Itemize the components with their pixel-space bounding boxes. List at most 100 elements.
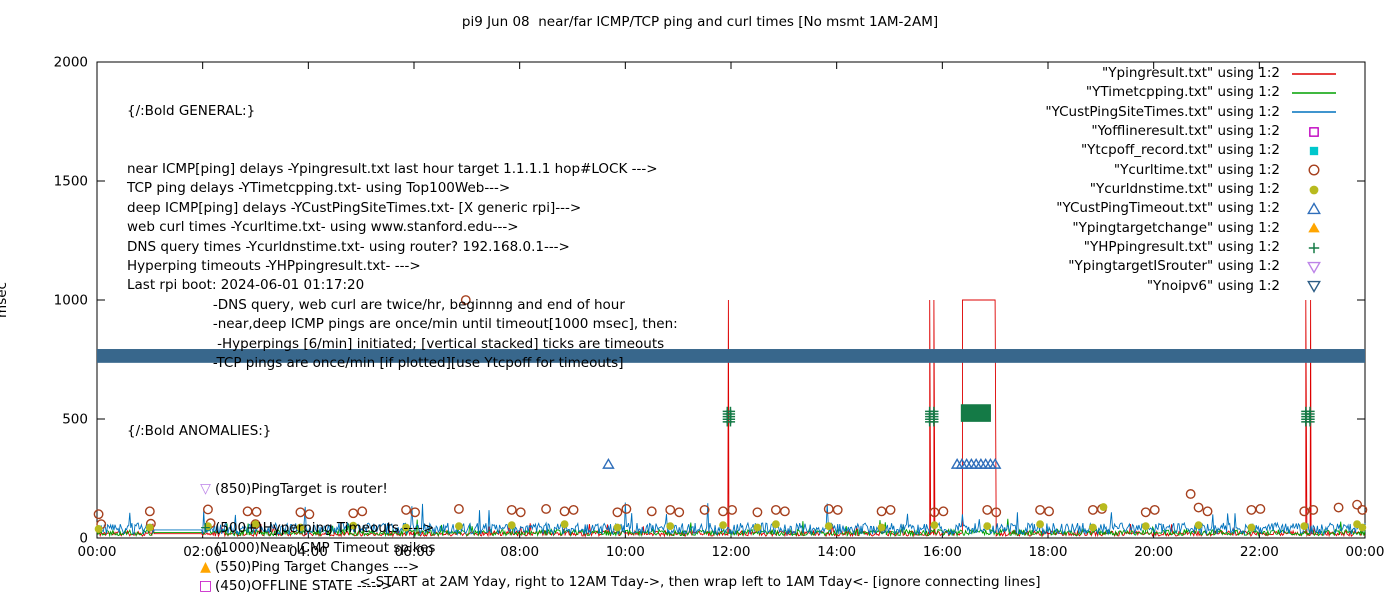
svg-text:2000: 2000 (54, 55, 88, 71)
anomaly-item: □ (450)OFFLINE STATE -----> (127, 577, 678, 596)
legend-item: "Ynoipv6" using 1:2 (1045, 277, 1340, 296)
svg-text:500: 500 (62, 412, 88, 428)
general-line: -Hyperpings [6/min] initiated; [vertical… (127, 335, 665, 352)
series-Ynoipv6 (97, 349, 1365, 363)
svg-text:1000: 1000 (54, 293, 88, 309)
legend-sample-plus-icon (1308, 242, 1320, 253)
legend-sample-nabla-open-icon (1307, 261, 1321, 274)
anomaly-text: (400)Reboot/powercycle? ----> (215, 598, 422, 600)
general-line: -DNS query, web curl are twice/hr, begin… (127, 296, 625, 313)
anomaly-item: + (500+)Hyperping Timeouts ----> (127, 519, 678, 538)
legend-item: "YCustPingSiteTimes.txt" using 1:2 (1045, 103, 1340, 122)
chart-title: pi9 Jun 08 near/far ICMP/TCP ping and cu… (461, 14, 939, 30)
svg-text:06:00: 06:00 (395, 544, 434, 560)
svg-text:14:00: 14:00 (817, 544, 856, 560)
legend-item-label: "Ynoipv6" using 1:2 (1146, 277, 1280, 294)
anomaly-item: (1000)Near ICMP Timeout spikes (127, 539, 678, 558)
legend-sample-square-filled-icon (1309, 146, 1319, 156)
svg-text:1500: 1500 (54, 174, 88, 190)
annotations-block: {/:Bold GENERAL:} near ICMP[ping] delays… (127, 63, 678, 600)
svg-text:00:00: 00:00 (1346, 544, 1385, 560)
legend-sample-circle-filled-icon (1309, 185, 1319, 195)
legend-item: "Ytcpoff_record.txt" using 1:2 (1045, 141, 1340, 160)
anomaly-text: (500+)Hyperping Timeouts ----> (215, 520, 435, 537)
triangle-filled-icon: ▲ (200, 558, 211, 575)
legend-item: "YHPpingresult.txt" using 1:2 (1045, 238, 1340, 257)
general-heading: {/:Bold GENERAL:} (127, 102, 256, 119)
general-line: TCP ping delays -YTimetcpping.txt- using… (127, 180, 511, 197)
nabla-open-icon: ▽ (200, 481, 211, 498)
anomaly-text: (450)OFFLINE STATE -----> (215, 578, 393, 595)
svg-text:18:00: 18:00 (1029, 544, 1068, 560)
series-YCustPingTimeouttxt (602, 457, 1002, 469)
legend-item: "Yofflineresult.txt" using 1:2 (1045, 122, 1340, 141)
svg-text:08:00: 08:00 (500, 544, 539, 560)
legend-sample-triangle-filled-icon (1308, 222, 1320, 233)
general-line: Hyperping timeouts -YHPpingresult.txt- -… (127, 257, 421, 274)
legend-sample-line-icon (1292, 92, 1336, 94)
legend-item-label: "YTimetcpping.txt" using 1:2 (1085, 84, 1280, 101)
general-line: deep ICMP[ping] delays -YCustPingSiteTim… (127, 199, 582, 216)
general-line: near ICMP[ping] delays -Ypingresult.txt … (127, 161, 658, 178)
svg-text:02:00: 02:00 (183, 544, 222, 560)
legend-sample-triangle-open-icon (1307, 202, 1321, 215)
series-Ycurltimetxt (93, 295, 1368, 530)
svg-text:20:00: 20:00 (1134, 544, 1173, 560)
svg-text:00:00: 00:00 (78, 544, 117, 560)
legend-item-label: "YHPpingresult.txt" using 1:2 (1083, 239, 1280, 256)
general-lines: near ICMP[ping] delays -Ypingresult.txt … (127, 160, 678, 373)
legend-item-label: "Ycurldnstime.txt" using 1:2 (1089, 181, 1280, 198)
general-line: -TCP pings are once/min [if plotted][use… (127, 354, 624, 371)
axes: 00:00 02:00 04:00 06:00 08:00 10:00 12:00 14:00… (54, 55, 1385, 561)
anomaly-text: (550)Ping Target Changes ---> (215, 558, 420, 575)
legend-item-label: "Ypingresult.txt" using 1:2 (1102, 65, 1280, 81)
legend-item-label: "Ycurltime.txt" using 1:2 (1113, 161, 1280, 178)
legend-item: "YTimetcpping.txt" using 1:2 (1045, 83, 1340, 102)
x-axis-label: <-START at 2AM Yday, right to 12AM Tday-… (359, 574, 1041, 590)
anomaly-item: ▽ (850)PingTarget is router! (127, 480, 678, 499)
svg-text:12:00: 12:00 (712, 544, 751, 560)
square-open-icon: □ (198, 578, 213, 595)
legend-sample-nabla-open-icon (1307, 281, 1321, 294)
anomaly-text: (850)PingTarget is router! (215, 481, 388, 498)
legend-sample-line-icon (1292, 111, 1336, 114)
legend-item: "YpingtargetISrouter" using 1:2 (1045, 257, 1340, 276)
anomalies-list: ▽ (850)PingTarget is router! + (500+)Hyperp… (127, 480, 678, 600)
general-line: -near,deep ICMP pings are once/min until… (127, 316, 678, 333)
general-line: web curl times -Ycurltime.txt- using www… (127, 219, 519, 236)
legend-item: "YCustPingTimeout.txt" using 1:2 (1045, 199, 1340, 218)
svg-text:04:00: 04:00 (289, 544, 328, 560)
anomalies-heading: {/:Bold ANOMALIES:} (127, 423, 272, 440)
plus-icon: + (199, 520, 212, 537)
svg-text:10:00: 10:00 (606, 544, 645, 560)
legend-sample-line-icon (1292, 72, 1336, 75)
svg-text:16:00: 16:00 (923, 544, 962, 560)
anomaly-item: (400)Reboot/powercycle? ----> (127, 597, 678, 600)
anomaly-text: (1000)Near ICMP Timeout spikes (215, 539, 436, 556)
anomaly-item (127, 500, 678, 519)
legend-item: "Ycurldnstime.txt" using 1:2 (1045, 180, 1340, 199)
general-line: Last rpi boot: 2024-06-01 01:17:20 (127, 277, 365, 294)
legend-sample-square-open-icon (1309, 126, 1319, 137)
legend-item-label: "YCustPingSiteTimes.txt" using 1:2 (1045, 103, 1280, 120)
anomaly-item: ▲ (550)Ping Target Changes ---> (127, 558, 678, 577)
legend-item: "Ycurltime.txt" using 1:2 (1045, 161, 1340, 180)
y-axis-label: msec (0, 282, 10, 318)
legend-item-label: "YCustPingTimeout.txt" using 1:2 (1056, 200, 1280, 217)
legend-item-label: "YpingtargetISrouter" using 1:2 (1068, 258, 1280, 275)
legend: "Ypingresult.txt" using 1:2 "YTimetcpping… (1045, 64, 1340, 296)
general-line: DNS query times -Ycurldnstime.txt- using… (127, 238, 570, 255)
legend-item: "Ypingtargetchange" using 1:2 (1045, 219, 1340, 238)
svg-text:22:00: 22:00 (1240, 544, 1279, 560)
svg-text:0: 0 (79, 531, 88, 547)
series-YCustPingSiteTimestxt (96, 502, 1366, 536)
series-Ycurldnstimetxt (94, 503, 1367, 533)
legend-item-label: "Ypingtargetchange" using 1:2 (1072, 219, 1280, 236)
legend-sample-circle-open-icon (1308, 164, 1320, 176)
series-YHPpingresulttxt (722, 404, 1315, 427)
legend-item-label: "Ytcpoff_record.txt" using 1:2 (1080, 142, 1280, 159)
legend-item-label: "Yofflineresult.txt" using 1:2 (1091, 123, 1280, 140)
legend-item: "Ypingresult.txt" using 1:2 (1045, 64, 1340, 83)
